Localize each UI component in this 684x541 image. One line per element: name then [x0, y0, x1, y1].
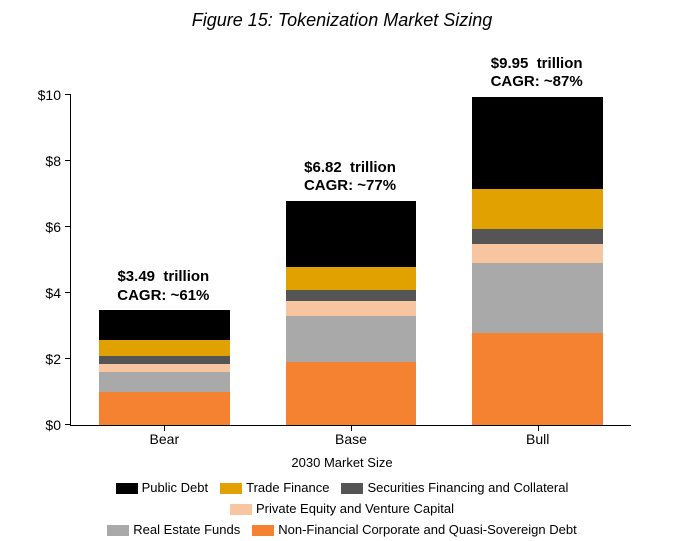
bar-annotation: $9.95 trillionCAGR: ~87%: [437, 55, 637, 93]
y-tick-label: $6: [45, 219, 71, 235]
bar-annotation: $3.49 trillionCAGR: ~61%: [63, 268, 263, 306]
bar-segment: [286, 301, 417, 316]
legend-item: Real Estate Funds: [107, 520, 240, 541]
bar-group: Bear: [99, 310, 230, 425]
bar-group: Bull: [472, 97, 603, 425]
bar-segment: [286, 201, 417, 267]
y-tick-label: $0: [45, 417, 71, 433]
x-axis-title: 2030 Market Size: [0, 455, 684, 470]
legend-label: Public Debt: [142, 480, 208, 495]
bar-group: Base: [286, 201, 417, 425]
y-tick-label: $10: [38, 87, 71, 103]
bar-segment: [286, 316, 417, 362]
figure-title: Figure 15: Tokenization Market Sizing: [0, 10, 684, 31]
legend-swatch: [220, 483, 242, 494]
legend-label: Non-Financial Corporate and Quasi-Sovere…: [278, 522, 576, 537]
bar-segment: [286, 267, 417, 290]
bar-segment: [472, 229, 603, 244]
bar-segment: [472, 263, 603, 332]
legend-label: Real Estate Funds: [133, 522, 240, 537]
bar-segment: [286, 362, 417, 425]
bar-segment: [99, 310, 230, 340]
bar-segment: [472, 244, 603, 264]
bar-segment: [99, 340, 230, 357]
legend-swatch: [116, 483, 138, 494]
legend-label: Private Equity and Venture Capital: [256, 501, 454, 516]
legend-item: Securities Financing and Collateral: [341, 478, 568, 499]
bar-segment: [99, 356, 230, 364]
bar-segment: [472, 333, 603, 425]
legend-item: Trade Finance: [220, 478, 329, 499]
legend-item: Public Debt: [116, 478, 208, 499]
plot-area: $0$2$4$6$8$10BearBaseBull: [70, 95, 631, 426]
y-tick-label: $2: [45, 351, 71, 367]
legend-swatch: [341, 483, 363, 494]
bar-segment: [472, 189, 603, 229]
bar-segment: [286, 290, 417, 302]
legend-swatch: [230, 504, 252, 515]
bar-segment: [99, 392, 230, 425]
bar-segment: [99, 364, 230, 372]
bar-segment: [99, 372, 230, 392]
x-tick-label: Bear: [150, 425, 180, 447]
y-tick-label: $8: [45, 153, 71, 169]
bar-annotation: $6.82 trillionCAGR: ~77%: [250, 159, 450, 197]
legend: Public Debt Trade Finance Securities Finan…: [0, 478, 684, 541]
x-tick-label: Base: [335, 425, 367, 447]
x-tick-label: Bull: [526, 425, 549, 447]
legend-label: Securities Financing and Collateral: [367, 480, 568, 495]
legend-item: Non-Financial Corporate and Quasi-Sovere…: [252, 520, 576, 541]
figure-container: Figure 15: Tokenization Market Sizing $0…: [0, 0, 684, 527]
legend-label: Trade Finance: [246, 480, 329, 495]
bar-segment: [472, 97, 603, 189]
legend-item: Private Equity and Venture Capital: [230, 499, 454, 520]
